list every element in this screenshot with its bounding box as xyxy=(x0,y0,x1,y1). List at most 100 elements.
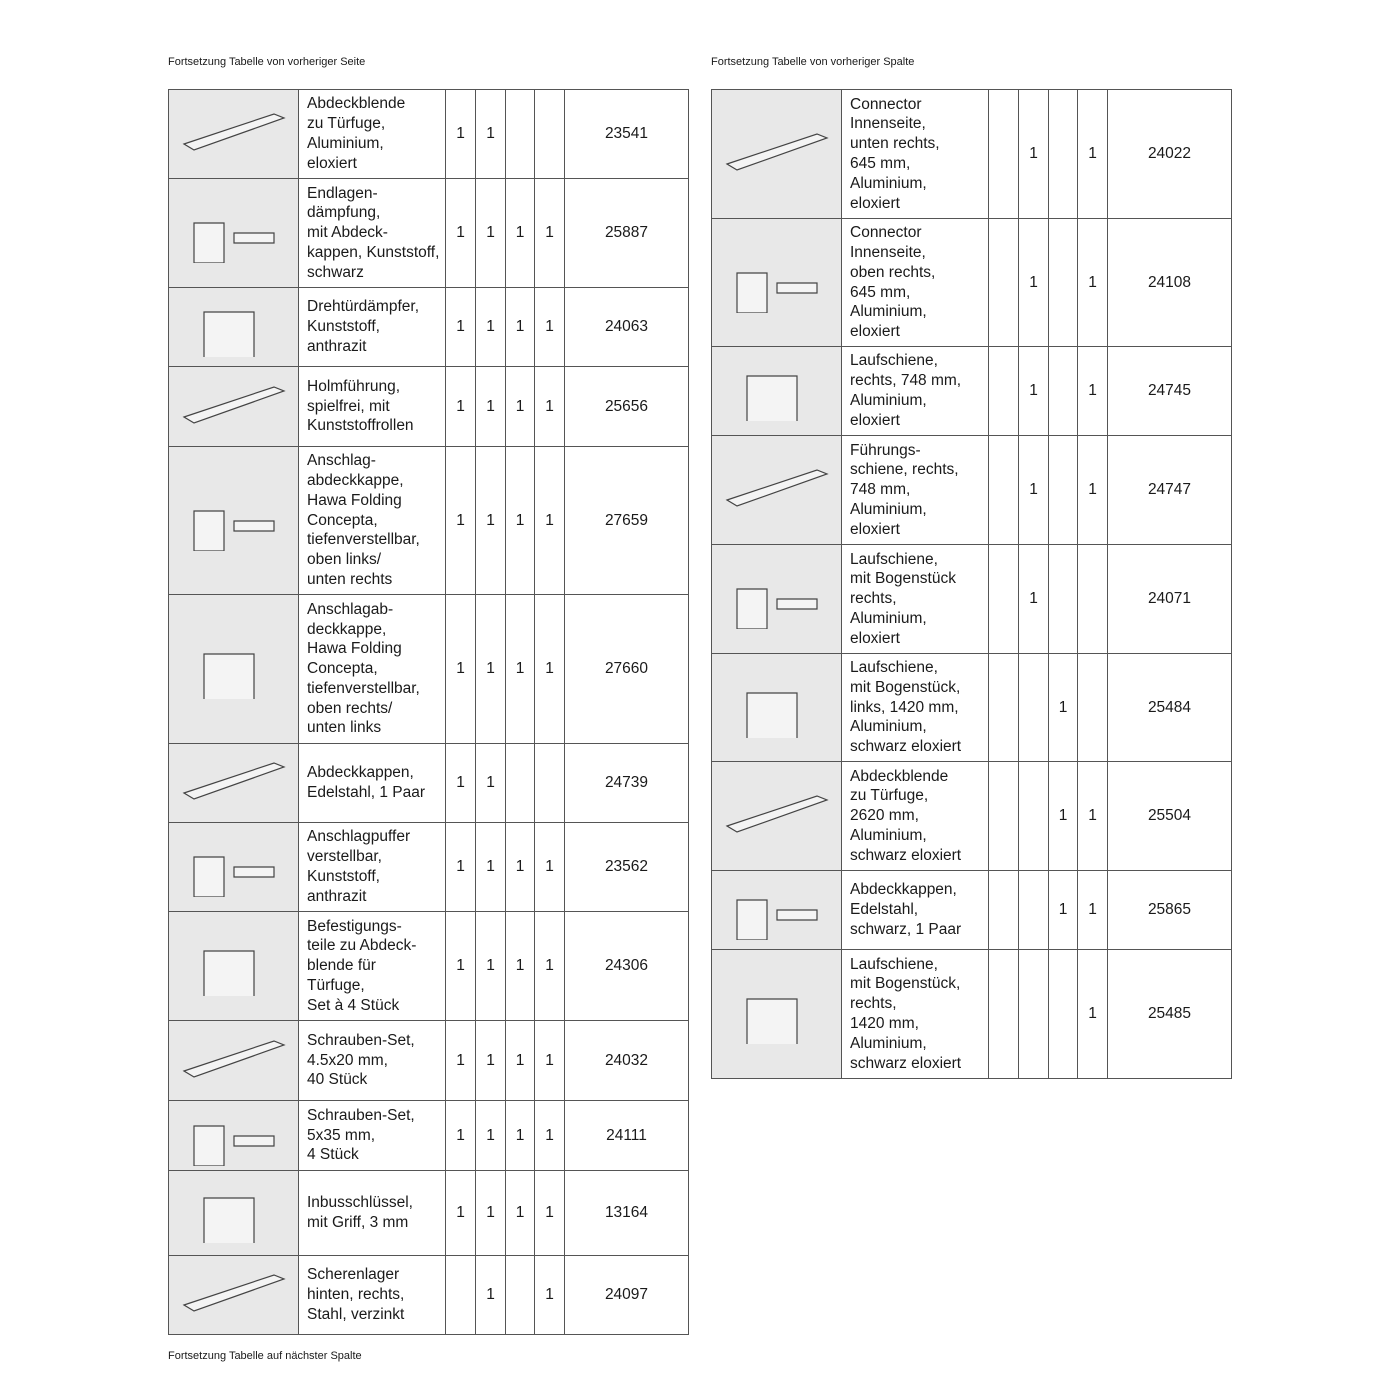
quantity-2: 1 xyxy=(1018,89,1049,219)
quantity-2: 1 xyxy=(475,911,506,1021)
table-row: Scherenlager hinten, rechts, Stahl, verz… xyxy=(168,1255,689,1335)
product-image-cell xyxy=(168,1100,299,1171)
quantity-3 xyxy=(1048,89,1078,219)
quantity-2: 1 xyxy=(475,1020,506,1101)
quantity-3 xyxy=(1048,218,1078,347)
article-number: 24063 xyxy=(564,287,689,367)
quantity-1 xyxy=(988,653,1019,762)
article-number: 24071 xyxy=(1107,544,1232,654)
quantity-2: 1 xyxy=(475,822,506,912)
article-number: 13164 xyxy=(564,1170,689,1256)
product-image xyxy=(192,1124,275,1166)
description: Führungs- schiene, rechts, 748 mm, Alumi… xyxy=(841,435,989,545)
quantity-1: 1 xyxy=(445,366,476,447)
quantity-4: 1 xyxy=(534,822,565,912)
quantity-2 xyxy=(1018,870,1049,950)
table-row: Drehtürdämpfer, Kunststoff, anthrazit 1 1 1… xyxy=(168,287,689,367)
quantity-3 xyxy=(505,1255,535,1335)
product-image xyxy=(745,691,798,738)
table-row: Abdeckblende zu Türfuge, Aluminium, elox… xyxy=(168,89,689,179)
quantity-3: 1 xyxy=(1048,870,1078,950)
table-row: Holmführung, spielfrei, mit Kunststoffro… xyxy=(168,366,689,447)
article-number: 25656 xyxy=(564,366,689,447)
quantity-3: 1 xyxy=(505,911,535,1021)
description: Befestigungs- teile zu Abdeck- blende fü… xyxy=(298,911,446,1021)
description: Anschlagab- deckkappe, Hawa Folding Conc… xyxy=(298,594,446,744)
quantity-4: 1 xyxy=(1077,346,1108,436)
quantity-3: 1 xyxy=(505,446,535,595)
article-number: 27659 xyxy=(564,446,689,595)
article-number: 25485 xyxy=(1107,949,1232,1079)
quantity-2: 1 xyxy=(475,178,506,288)
product-image xyxy=(735,899,818,940)
quantity-2: 1 xyxy=(1018,435,1049,545)
quantity-3: 1 xyxy=(505,1170,535,1256)
product-image xyxy=(182,1274,286,1312)
quantity-4 xyxy=(534,743,565,823)
description: Anschlag- abdeckkappe, Hawa Folding Conc… xyxy=(298,446,446,595)
quantity-3 xyxy=(1048,435,1078,545)
quantity-4: 1 xyxy=(534,287,565,367)
product-image-cell xyxy=(711,346,842,436)
description: Laufschiene, rechts, 748 mm, Aluminium, … xyxy=(841,346,989,436)
product-image-cell xyxy=(711,870,842,950)
quantity-1: 1 xyxy=(445,89,476,179)
product-image xyxy=(725,133,829,171)
description: Inbusschlüssel, mit Griff, 3 mm xyxy=(298,1170,446,1256)
table-row: Befestigungs- teile zu Abdeck- blende fü… xyxy=(168,911,689,1021)
product-image xyxy=(725,795,829,833)
product-image xyxy=(192,509,275,551)
quantity-4: 1 xyxy=(534,366,565,447)
quantity-2: 1 xyxy=(1018,544,1049,654)
quantity-1 xyxy=(988,761,1019,871)
description: Schrauben-Set, 5x35 mm, 4 Stück xyxy=(298,1100,446,1171)
product-image xyxy=(745,998,798,1044)
product-image xyxy=(202,311,255,357)
article-number: 24747 xyxy=(1107,435,1232,545)
product-image xyxy=(182,113,286,151)
quantity-2: 1 xyxy=(475,1255,506,1335)
quantity-2: 1 xyxy=(1018,218,1049,347)
article-number: 24739 xyxy=(564,743,689,823)
description: Laufschiene, mit Bogenstück, links, 1420… xyxy=(841,653,989,762)
table-row: Laufschiene, rechts, 748 mm, Aluminium, … xyxy=(711,346,1232,436)
description: Abdeckkappen, Edelstahl, 1 Paar xyxy=(298,743,446,823)
quantity-1: 1 xyxy=(445,1170,476,1256)
quantity-4: 1 xyxy=(534,1170,565,1256)
quantity-1 xyxy=(988,218,1019,347)
quantity-1 xyxy=(445,1255,476,1335)
parts-table-right: Connector Innenseite, unten rechts, 645 … xyxy=(711,89,1232,1079)
quantity-3 xyxy=(1048,346,1078,436)
product-image xyxy=(182,1039,286,1078)
description: Drehtürdämpfer, Kunststoff, anthrazit xyxy=(298,287,446,367)
parts-table-left: Abdeckblende zu Türfuge, Aluminium, elox… xyxy=(168,89,689,1335)
quantity-1 xyxy=(988,89,1019,219)
article-number: 24032 xyxy=(564,1020,689,1101)
quantity-4: 1 xyxy=(1077,218,1108,347)
quantity-4: 1 xyxy=(1077,435,1108,545)
product-image-cell xyxy=(168,287,299,367)
article-number: 24306 xyxy=(564,911,689,1021)
description: Abdeckblende zu Türfuge, 2620 mm, Alumin… xyxy=(841,761,989,871)
quantity-4: 1 xyxy=(534,1100,565,1171)
quantity-3: 1 xyxy=(505,594,535,744)
quantity-1: 1 xyxy=(445,446,476,595)
product-image xyxy=(725,469,829,507)
product-image xyxy=(182,385,286,424)
description: Connector Innenseite, oben rechts, 645 m… xyxy=(841,218,989,347)
quantity-3 xyxy=(1048,949,1078,1079)
table-row: Laufschiene, mit Bogenstück, links, 1420… xyxy=(711,653,1232,762)
article-number: 24111 xyxy=(564,1100,689,1171)
product-image xyxy=(192,856,275,897)
quantity-4 xyxy=(534,89,565,179)
product-image xyxy=(202,950,255,996)
article-number: 23541 xyxy=(564,89,689,179)
product-image xyxy=(202,1197,255,1243)
quantity-2: 1 xyxy=(475,743,506,823)
product-image-cell xyxy=(168,89,299,179)
description: Endlagen- dämpfung, mit Abdeck- kappen, … xyxy=(298,178,446,288)
product-image-cell xyxy=(711,949,842,1079)
product-image-cell xyxy=(168,1020,299,1101)
article-number: 25887 xyxy=(564,178,689,288)
quantity-1: 1 xyxy=(445,822,476,912)
